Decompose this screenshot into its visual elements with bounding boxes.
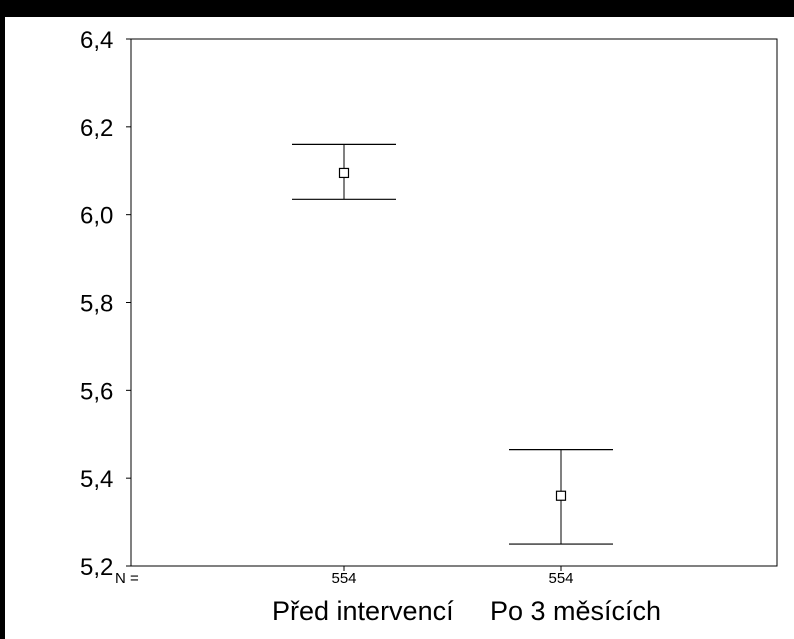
y-tick-label: 6,0: [80, 203, 113, 230]
y-tick-label: 6,4: [80, 27, 113, 54]
n-value: 554: [331, 570, 356, 587]
plot-area-frame: [130, 38, 778, 567]
x-category-label: Po 3 měsících: [490, 596, 661, 626]
x-category-label: Před intervencí: [272, 596, 454, 626]
mean-marker: [555, 490, 567, 501]
y-tick-label: 5,4: [80, 466, 113, 493]
chart-canvas: [5, 17, 794, 639]
y-tick-label: 6,2: [80, 115, 113, 142]
n-label: N =: [115, 570, 139, 587]
y-tick-label: 5,8: [80, 291, 113, 318]
y-tick-label: 5,6: [80, 378, 113, 405]
mean-marker: [338, 167, 350, 179]
y-tick-label: 5,2: [80, 554, 113, 581]
n-value: 554: [548, 570, 573, 587]
